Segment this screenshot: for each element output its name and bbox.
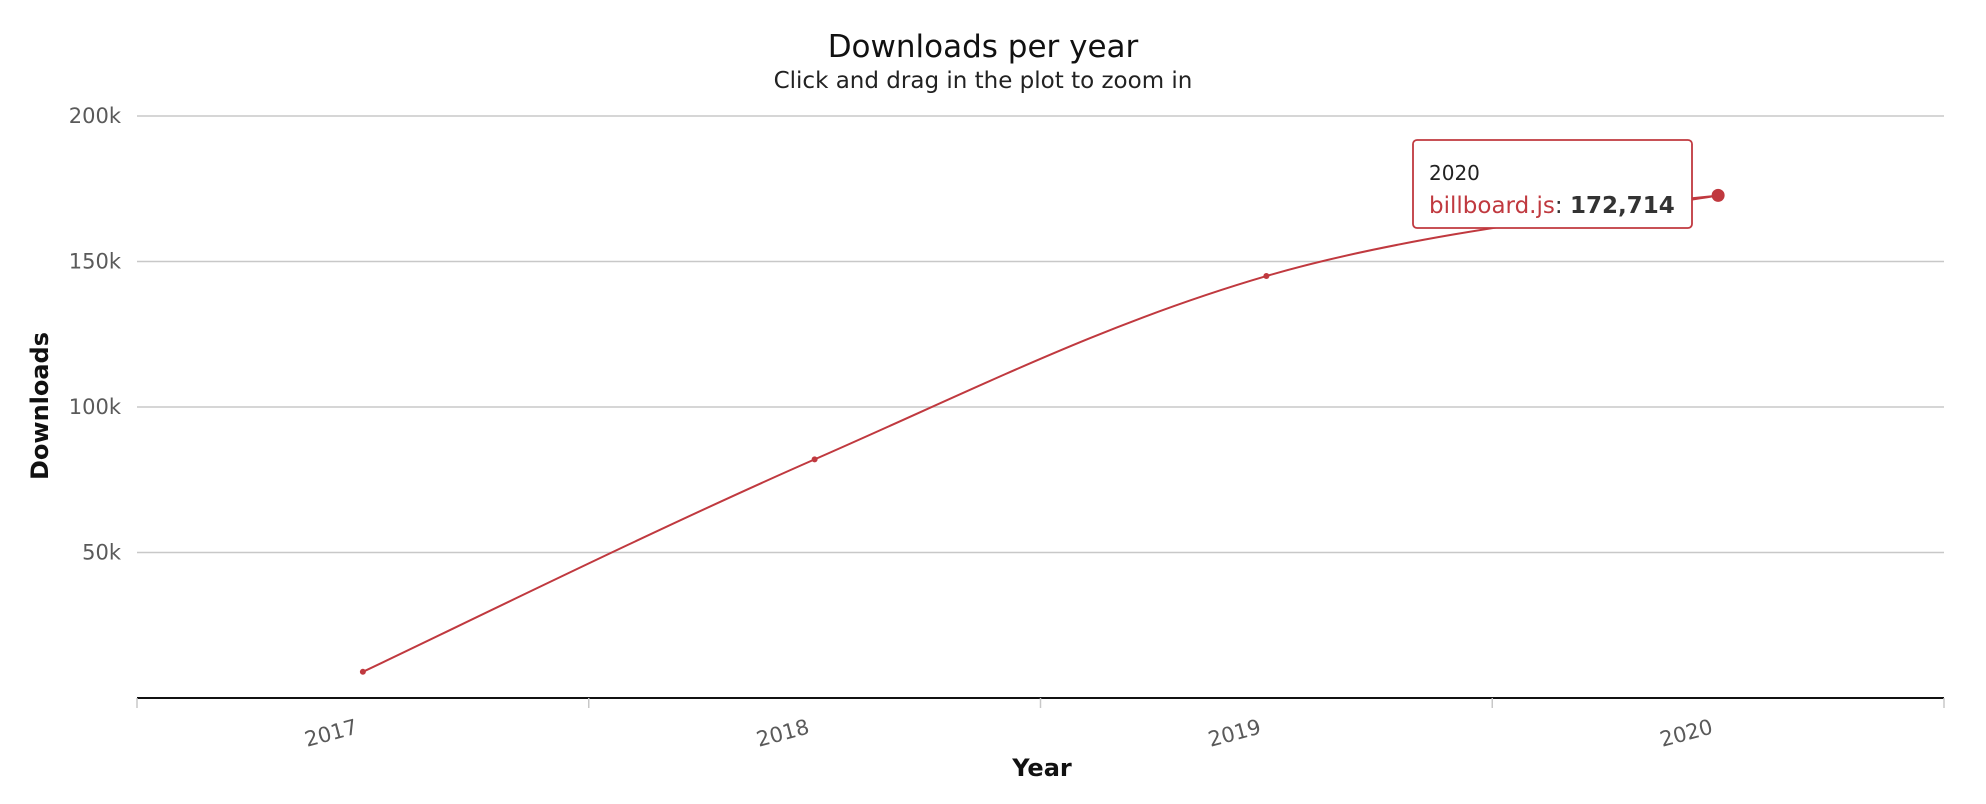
series-line[interactable] <box>362 194 1719 673</box>
data-point[interactable] <box>359 668 366 675</box>
y-tick-label: 150k <box>69 250 122 274</box>
x-tick-label: 2020 <box>1657 715 1715 752</box>
tooltip-box <box>1412 139 1693 229</box>
x-tick-label: 2018 <box>754 715 812 752</box>
y-axis-title: Downloads <box>26 332 54 480</box>
chart-title: Downloads per year <box>828 29 1139 65</box>
svg-text:billboard.js: 172,714: billboard.js: 172,714 <box>1429 193 1675 219</box>
y-tick-label: 200k <box>69 104 122 128</box>
x-axis-ticks: 2017 2018 2019 2020 <box>136 698 1945 752</box>
tooltip-series-name: billboard.js <box>1429 193 1555 219</box>
x-tick-label: 2017 <box>302 715 360 752</box>
y-axis-ticks: 50k 100k 150k 200k <box>69 104 122 565</box>
data-point[interactable] <box>811 456 818 463</box>
tooltip-year: 2020 <box>1429 161 1480 185</box>
chart-subtitle: Click and drag in the plot to zoom in <box>774 68 1193 94</box>
x-axis-title: Year <box>1011 754 1072 782</box>
data-point[interactable] <box>1263 273 1270 280</box>
tooltip: 2020 billboard.js: 172,714 <box>1412 139 1719 229</box>
y-tick-label: 50k <box>82 541 122 565</box>
grid-lines <box>137 115 1944 554</box>
x-tick-label: 2019 <box>1206 715 1264 752</box>
tooltip-value: 172,714 <box>1570 193 1675 219</box>
tooltip-connector <box>1691 194 1719 199</box>
tooltip-separator: : <box>1555 193 1570 219</box>
y-tick-label: 100k <box>69 395 122 419</box>
